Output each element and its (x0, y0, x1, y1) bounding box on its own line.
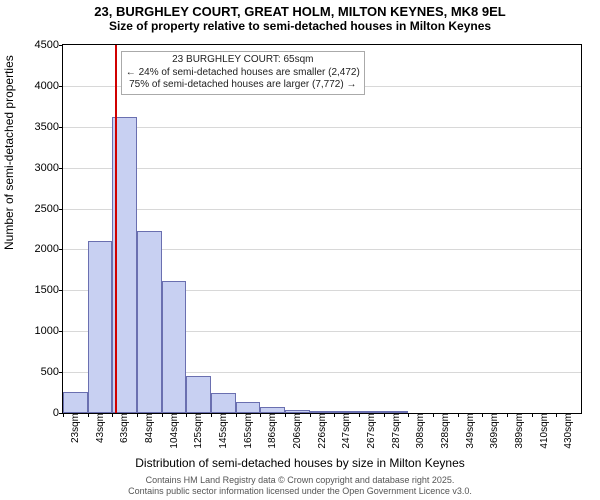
ytick-label: 1000 (19, 325, 63, 337)
gridline (63, 127, 581, 128)
xtick-label: 226sqm (313, 413, 328, 449)
xtick-label: 23sqm (66, 413, 81, 443)
callout-line3: 75% of semi-detached houses are larger (… (126, 79, 360, 92)
ytick-label: 4500 (19, 39, 63, 51)
xtick-label: 43sqm (91, 413, 106, 443)
xtick-label: 206sqm (288, 413, 303, 449)
histogram-bar (88, 241, 113, 413)
xtick-mark (285, 413, 286, 417)
xtick-mark (186, 413, 187, 417)
histogram-bar (137, 231, 162, 413)
xtick-label: 430sqm (559, 413, 574, 449)
title-line1: 23, BURGHLEY COURT, GREAT HOLM, MILTON K… (0, 4, 600, 19)
ytick-label: 2500 (19, 203, 63, 215)
xtick-mark (88, 413, 89, 417)
xtick-mark (507, 413, 508, 417)
xtick-label: 63sqm (115, 413, 130, 443)
xtick-label: 247sqm (337, 413, 352, 449)
callout-line1: 23 BURGHLEY COURT: 65sqm (126, 54, 360, 67)
xtick-mark (112, 413, 113, 417)
xtick-mark (384, 413, 385, 417)
histogram-bar (211, 393, 236, 413)
xtick-mark (63, 413, 64, 417)
callout-box: 23 BURGHLEY COURT: 65sqm ← 24% of semi-d… (121, 51, 365, 95)
ytick-label: 500 (19, 366, 63, 378)
title-line2: Size of property relative to semi-detach… (0, 19, 600, 33)
xtick-label: 328sqm (436, 413, 451, 449)
xtick-label: 84sqm (140, 413, 155, 443)
footer: Contains HM Land Registry data © Crown c… (0, 475, 600, 497)
x-axis-label: Distribution of semi-detached houses by … (0, 456, 600, 470)
xtick-mark (162, 413, 163, 417)
xtick-mark (310, 413, 311, 417)
callout-line2: ← 24% of semi-detached houses are smalle… (126, 67, 360, 80)
xtick-label: 104sqm (165, 413, 180, 449)
xtick-mark (556, 413, 557, 417)
gridline (63, 168, 581, 169)
xtick-label: 186sqm (263, 413, 278, 449)
xtick-label: 410sqm (535, 413, 550, 449)
xtick-mark (433, 413, 434, 417)
xtick-mark (408, 413, 409, 417)
ytick-label: 4000 (19, 80, 63, 92)
plot-area: 05001000150020002500300035004000450023sq… (62, 44, 582, 414)
xtick-mark (137, 413, 138, 417)
footer-line2: Contains public sector information licen… (0, 486, 600, 497)
xtick-label: 287sqm (387, 413, 402, 449)
footer-line1: Contains HM Land Registry data © Crown c… (0, 475, 600, 486)
histogram-bar (236, 402, 261, 413)
xtick-label: 267sqm (362, 413, 377, 449)
xtick-mark (359, 413, 360, 417)
ytick-label: 0 (19, 407, 63, 419)
histogram-bar (186, 376, 211, 413)
property-marker-line (115, 45, 117, 413)
xtick-label: 389sqm (510, 413, 525, 449)
y-axis-label: Number of semi-detached properties (2, 55, 16, 250)
histogram-bar (162, 281, 187, 413)
ytick-label: 2000 (19, 243, 63, 255)
chart-title: 23, BURGHLEY COURT, GREAT HOLM, MILTON K… (0, 4, 600, 33)
ytick-label: 1500 (19, 284, 63, 296)
xtick-label: 165sqm (239, 413, 254, 449)
xtick-mark (532, 413, 533, 417)
xtick-label: 308sqm (411, 413, 426, 449)
xtick-label: 369sqm (485, 413, 500, 449)
xtick-mark (482, 413, 483, 417)
histogram-bar (63, 392, 88, 413)
xtick-mark (334, 413, 335, 417)
gridline (63, 209, 581, 210)
xtick-mark (260, 413, 261, 417)
ytick-label: 3000 (19, 162, 63, 174)
xtick-mark (458, 413, 459, 417)
xtick-label: 145sqm (214, 413, 229, 449)
xtick-mark (236, 413, 237, 417)
xtick-label: 349sqm (461, 413, 476, 449)
xtick-mark (211, 413, 212, 417)
xtick-label: 125sqm (189, 413, 204, 449)
ytick-label: 3500 (19, 121, 63, 133)
